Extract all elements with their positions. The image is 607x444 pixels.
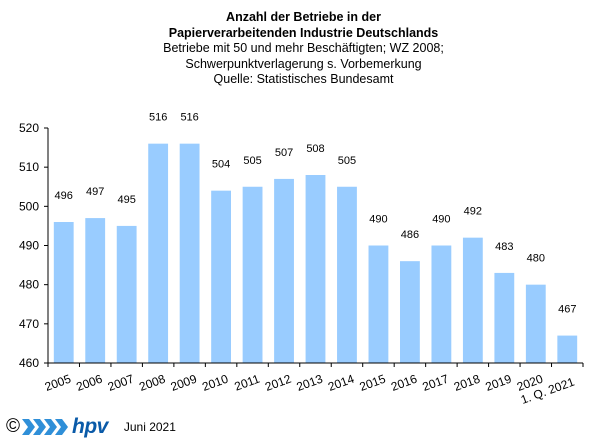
y-tick-label: 510 (19, 160, 39, 174)
bar-2020 (525, 284, 546, 363)
bar-2019 (494, 272, 515, 363)
data-label: 505 (243, 155, 261, 167)
y-tick-label: 480 (19, 278, 39, 292)
bar-2015 (368, 245, 389, 363)
data-label: 505 (338, 155, 356, 167)
y-tick-label: 520 (19, 121, 39, 135)
data-label: 492 (464, 206, 482, 218)
data-label: 507 (275, 147, 293, 159)
data-label: 495 (117, 194, 135, 206)
bar-1-Q-2021 (557, 335, 578, 363)
y-tick-label: 460 (19, 356, 39, 370)
x-tick-label: 2007 (106, 372, 136, 394)
data-label: 496 (55, 190, 73, 202)
x-tick-label: 2018 (452, 372, 482, 394)
x-tick-label: 2010 (200, 372, 230, 394)
x-tick-label: 2011 (233, 372, 262, 394)
bar-2014 (337, 186, 357, 363)
data-label: 467 (558, 304, 576, 316)
x-tick-label: 2005 (43, 372, 73, 394)
footer: © hpv Juni 2021 (6, 415, 176, 438)
chart-subtitle-line-2: Schwerpunktverlagerung s. Vorbemerkung (185, 56, 422, 71)
x-tick-label: 2009 (169, 372, 199, 394)
bar-2018 (462, 237, 483, 363)
x-tick-label: 2014 (326, 372, 356, 394)
bar-2007 (116, 225, 137, 363)
y-tick-label: 490 (19, 239, 39, 253)
bar-2016 (399, 261, 420, 363)
x-tick-label: 2017 (421, 372, 451, 394)
x-tick-label: 2016 (389, 372, 419, 394)
data-label: 486 (401, 229, 419, 241)
x-tick-label: 2019 (483, 372, 513, 394)
copyright-symbol: © (6, 416, 20, 437)
x-tick-label: 2013 (295, 372, 325, 394)
bar-2017 (431, 245, 452, 363)
data-label: 480 (527, 253, 545, 265)
data-label: 508 (306, 143, 324, 155)
bar-2006 (85, 218, 106, 363)
x-tick-label: 2012 (263, 372, 293, 394)
bar-2005 (53, 222, 74, 363)
chart-title-line-1: Anzahl der Betriebe in der (226, 10, 381, 24)
data-label: 483 (495, 241, 513, 253)
data-label: 497 (86, 186, 104, 198)
chart-title-block: Anzahl der Betriebe in der Papierverarbe… (0, 10, 607, 88)
chart-subtitle-line-1: Betriebe mit 50 und mehr Beschäftigten; … (163, 41, 444, 55)
bar-2013 (305, 175, 326, 363)
bar-2011 (242, 186, 263, 363)
data-label: 516 (149, 112, 167, 124)
bar-2008 (148, 143, 169, 363)
data-label: 504 (212, 159, 230, 171)
data-label: 490 (432, 214, 450, 226)
x-tick-label: 2015 (358, 372, 388, 394)
y-tick-label: 500 (19, 199, 39, 213)
chart-title-line-2: Papierverarbeitenden Industrie Deutschla… (168, 25, 439, 40)
y-tick-label: 470 (19, 317, 39, 331)
bar-2012 (274, 178, 294, 363)
x-tick-label: 2006 (74, 372, 104, 394)
bar-2010 (211, 190, 232, 363)
bar-2009 (179, 143, 200, 363)
data-label: 516 (180, 112, 198, 124)
hpv-logo-chevrons-icon (22, 419, 68, 435)
data-label: 490 (369, 214, 387, 226)
chart-subtitle-line-3: Quelle: Statistisches Bundesamt (213, 72, 394, 86)
footer-date: Juni 2021 (123, 420, 176, 434)
x-tick-label: 2008 (137, 372, 167, 394)
hpv-logo-text: hpv (72, 415, 108, 438)
